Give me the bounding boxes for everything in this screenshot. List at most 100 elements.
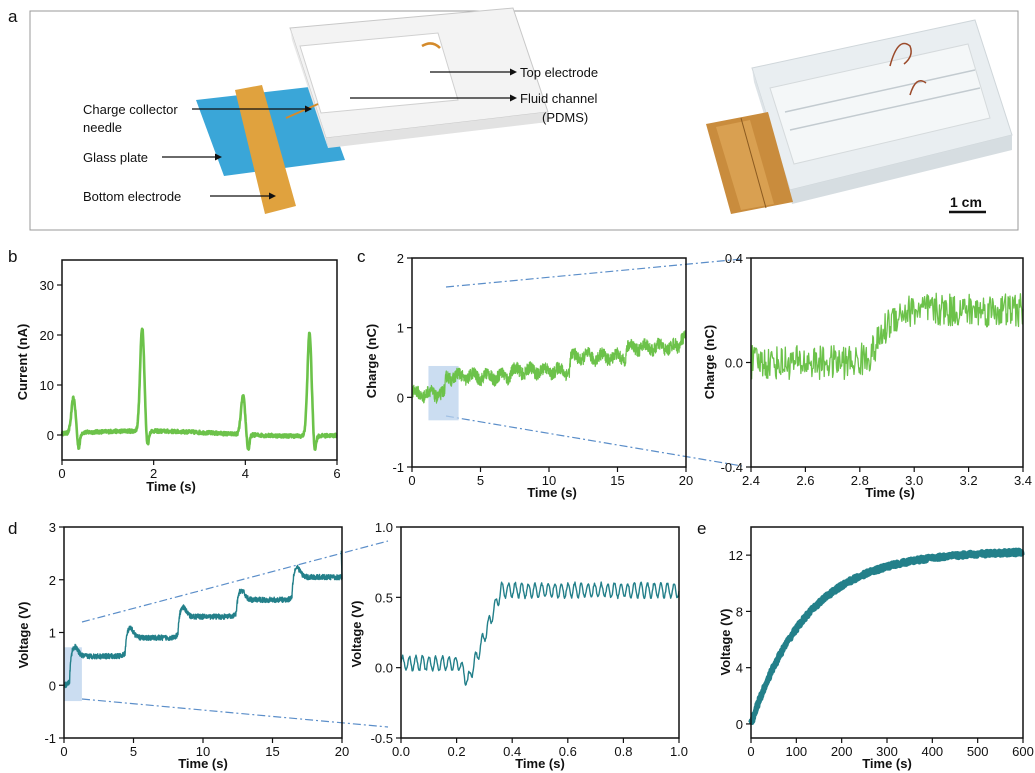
chart-c1-xlabel: Time (s) — [527, 485, 577, 500]
chart-e: 0 100 200 300 400 500 600 0 4 8 12 Time (s) Voltag… — [718, 526, 1034, 771]
scale-bar-label: 1 cm — [950, 194, 982, 210]
chart-d1-xlabel: Time (s) — [178, 756, 228, 771]
device-photo — [706, 19, 1013, 214]
charge-collector-needle — [285, 103, 319, 119]
x-tick-label: 100 — [785, 744, 807, 759]
x-tick-label: 1.0 — [670, 744, 688, 759]
voltage-zoom-series — [400, 581, 680, 686]
x-tick-label: 10 — [196, 744, 210, 759]
x-tick-label: 6 — [333, 466, 340, 481]
chart-c1-frame — [411, 257, 687, 468]
charging-series — [748, 547, 1026, 726]
panel-label-e: e — [697, 519, 706, 538]
chart-c2-ylabel: Charge (nC) — [702, 325, 717, 399]
y-tick-label: 0.4 — [725, 251, 743, 266]
x-tick-label: 4 — [242, 466, 249, 481]
zoom-line-d-lower — [81, 698, 389, 728]
zoom-line-c-upper — [445, 258, 743, 288]
charge-zoom-series — [750, 292, 1024, 381]
y-tick-label: -1 — [44, 731, 56, 746]
y-tick-label: 30 — [40, 278, 54, 293]
y-tick-label: 0 — [397, 390, 404, 405]
y-tick-label: -1 — [392, 460, 404, 475]
x-tick-label: 0.2 — [448, 744, 466, 759]
fluid-channel-shape — [299, 32, 459, 114]
y-tick-label: 0.0 — [375, 661, 393, 676]
panel-label-c: c — [357, 247, 366, 266]
label-charge-collector: Charge collector — [83, 102, 178, 117]
chart-c2: 2.4 2.6 2.8 3.0 3.2 3.4 -0.4 0.0 0.4 Time (s) Ch… — [702, 251, 1032, 500]
charge-series — [411, 330, 687, 404]
chart-c2-xlabel: Time (s) — [865, 485, 915, 500]
x-tick-label: 2.8 — [851, 473, 869, 488]
x-tick-label: 0 — [747, 744, 754, 759]
chart-d2-frame — [400, 526, 680, 739]
current-series — [60, 327, 338, 451]
x-tick-label: 2.4 — [742, 473, 760, 488]
chart-b-frame — [61, 259, 338, 461]
panel-label-a: a — [8, 7, 18, 26]
chart-e-ylabel: Voltage (V) — [718, 609, 733, 676]
label-fluid-channel: Fluid channel — [520, 91, 597, 106]
y-tick-label: 0 — [49, 678, 56, 693]
x-tick-label: 400 — [921, 744, 943, 759]
x-tick-label: 300 — [876, 744, 898, 759]
x-tick-label: 5 — [130, 744, 137, 759]
voltage-series — [63, 550, 343, 689]
pdms-left-side — [290, 28, 328, 148]
zoom-highlight — [64, 647, 82, 702]
y-tick-label: 20 — [40, 328, 54, 343]
y-tick-label: 8 — [736, 604, 743, 619]
x-tick-label: 20 — [679, 473, 693, 488]
x-tick-label: 200 — [831, 744, 853, 759]
y-tick-label: 3 — [49, 520, 56, 535]
chart-e-xlabel: Time (s) — [862, 756, 912, 771]
chart-d1-frame — [63, 526, 343, 739]
bottom-electrode-shape — [235, 85, 296, 214]
x-tick-label: 15 — [610, 473, 624, 488]
x-tick-label: 0.8 — [614, 744, 632, 759]
label-top-electrode: Top electrode — [520, 65, 598, 80]
x-tick-label: 10 — [542, 473, 556, 488]
y-tick-label: 12 — [729, 548, 743, 563]
x-tick-label: 20 — [335, 744, 349, 759]
panel-label-b: b — [8, 247, 17, 266]
y-tick-label: -0.4 — [721, 460, 743, 475]
x-tick-label: 3.2 — [960, 473, 978, 488]
chart-d1: 0 5 10 15 20 -1 0 1 2 3 Time (s) Voltage (V) — [16, 520, 349, 771]
y-tick-label: 2 — [49, 573, 56, 588]
chart-c1: 0 5 10 15 20 -1 0 1 2 Time (s) Charge (nC) — [364, 251, 693, 500]
label-needle: needle — [83, 120, 122, 135]
x-tick-label: 5 — [477, 473, 484, 488]
y-tick-label: 4 — [736, 661, 743, 676]
x-tick-label: 500 — [967, 744, 989, 759]
chart-d2: 0.0 0.2 0.4 0.6 0.8 1.0-0.50.00.51.0 Time (s)… — [349, 520, 688, 771]
x-tick-label: 15 — [265, 744, 279, 759]
y-tick-label: 1.0 — [375, 520, 393, 535]
zoom-line-d-upper — [81, 540, 389, 623]
label-fluid-channel-pdms: (PDMS) — [542, 110, 588, 125]
panel-label-d: d — [8, 519, 17, 538]
x-tick-label: 0.4 — [503, 744, 521, 759]
y-tick-label: 10 — [40, 378, 54, 393]
x-tick-label: 0 — [408, 473, 415, 488]
top-electrode-wire — [421, 42, 441, 49]
chart-d2-ylabel: Voltage (V) — [349, 601, 364, 668]
x-tick-label: 0 — [60, 744, 67, 759]
x-tick-label: 0 — [58, 466, 65, 481]
device-annotations: Top electrode Fluid channel (PDMS) Charg… — [83, 65, 598, 204]
y-tick-label: 1 — [49, 626, 56, 641]
chart-d1-ylabel: Voltage (V) — [16, 602, 31, 669]
y-tick-label: 1 — [397, 321, 404, 336]
device-schematic — [196, 7, 549, 214]
chart-b: 0 2 4 6 0 10 20 30 Time (s) Current (nA) — [15, 259, 341, 494]
y-tick-label: 0 — [736, 717, 743, 732]
pdms-side — [326, 112, 548, 148]
x-tick-label: 0.6 — [559, 744, 577, 759]
x-tick-label: 600 — [1012, 744, 1034, 759]
chart-b-ylabel: Current (nA) — [15, 324, 30, 401]
y-tick-label: 0.5 — [375, 590, 393, 605]
y-tick-label: 2 — [397, 251, 404, 266]
x-tick-label: 0.0 — [392, 744, 410, 759]
